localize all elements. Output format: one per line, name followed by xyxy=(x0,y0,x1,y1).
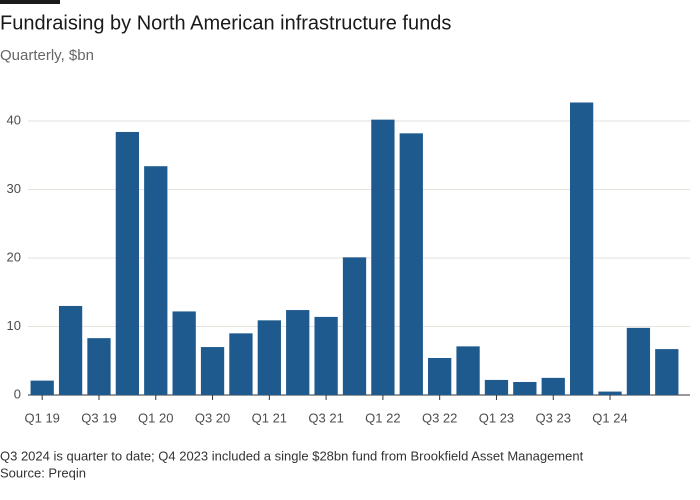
y-tick-label: 10 xyxy=(7,318,21,333)
x-tick-label: Q1 20 xyxy=(138,410,173,425)
chart-note: Q3 2024 is quarter to date; Q4 2023 incl… xyxy=(0,448,584,463)
bar xyxy=(257,320,281,395)
bar xyxy=(200,347,225,395)
x-tick-label: Q3 21 xyxy=(308,410,343,425)
bar xyxy=(399,133,423,395)
bar xyxy=(569,102,594,395)
bar xyxy=(144,166,168,395)
y-tick-label: 30 xyxy=(7,181,21,196)
bar xyxy=(30,380,54,395)
chart-source: Source: Preqin xyxy=(0,465,86,480)
x-tick-label: Q3 22 xyxy=(422,410,457,425)
x-tick-label: Q3 23 xyxy=(536,410,571,425)
chart-title: Fundraising by North American infrastruc… xyxy=(0,12,451,34)
x-tick-label: Q1 22 xyxy=(365,410,400,425)
x-tick-label: Q1 23 xyxy=(479,410,514,425)
bar xyxy=(484,379,509,395)
x-tick-label: Q3 19 xyxy=(81,410,116,425)
bar xyxy=(626,327,651,395)
bar xyxy=(87,338,111,395)
bar xyxy=(58,305,83,395)
bar xyxy=(456,346,480,395)
chart-subtitle: Quarterly, $bn xyxy=(0,47,94,64)
x-tick-label: Q1 24 xyxy=(592,410,627,425)
bar xyxy=(428,358,452,395)
bar xyxy=(513,381,537,395)
bar xyxy=(172,311,196,395)
bar xyxy=(598,391,622,395)
x-tick-label: Q3 20 xyxy=(195,410,230,425)
y-tick-label: 0 xyxy=(14,386,21,401)
bar xyxy=(115,131,140,395)
bar xyxy=(541,377,565,395)
x-tick-label: Q1 19 xyxy=(24,410,59,425)
y-tick-label: 40 xyxy=(7,112,21,127)
bar xyxy=(314,316,338,395)
x-tick-label: Q1 21 xyxy=(252,410,287,425)
y-tick-label: 20 xyxy=(7,249,21,264)
bar xyxy=(342,257,367,395)
bar xyxy=(286,310,310,395)
bar xyxy=(229,333,253,395)
brand-bar xyxy=(0,0,60,4)
bar xyxy=(371,119,395,395)
bar xyxy=(655,349,679,395)
